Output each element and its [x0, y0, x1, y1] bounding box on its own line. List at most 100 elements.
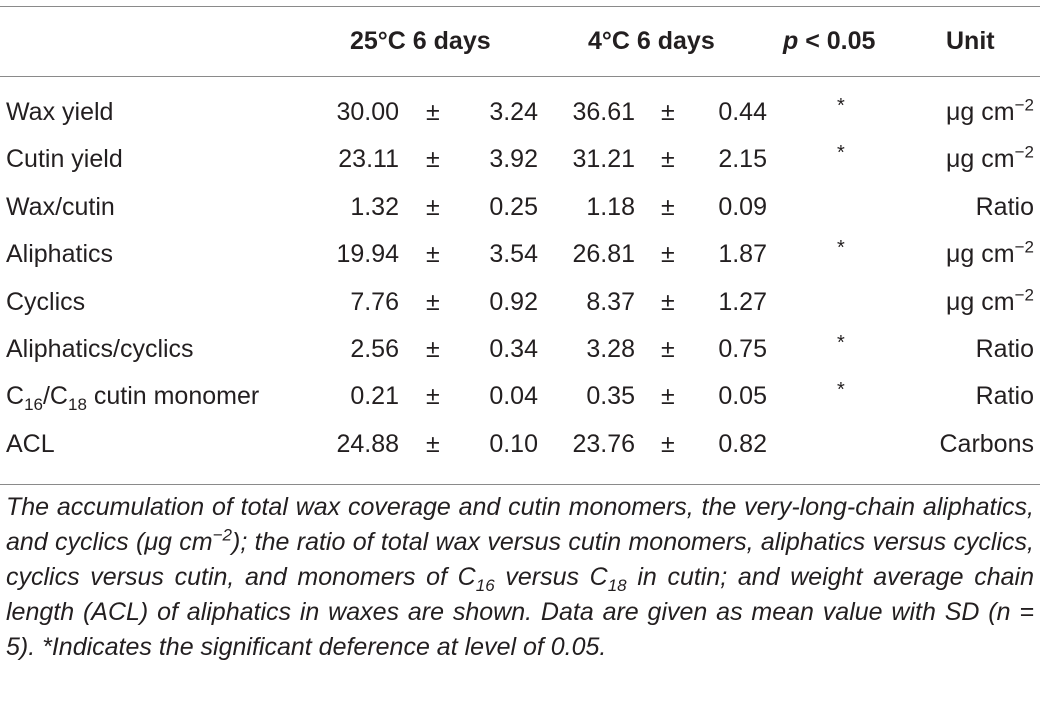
- table-row: Wax/cutin 1.32 ± 0.25 1.18 ± 0.09 Ratio: [0, 192, 1040, 222]
- row-label: Wax yield: [6, 98, 114, 126]
- sd-4c: 0.05: [718, 382, 767, 410]
- mean-4c: 36.61: [572, 98, 635, 126]
- unit: μg cm−2: [946, 239, 1034, 269]
- header-rule: [0, 76, 1040, 77]
- sd-25c: 0.25: [489, 193, 538, 221]
- unit: μg cm−2: [946, 287, 1034, 317]
- header-unit: Unit: [946, 27, 995, 55]
- significance-mark: *: [837, 95, 845, 117]
- unit: Ratio: [976, 192, 1034, 222]
- sd-4c: 1.27: [718, 288, 767, 316]
- header-p-letter: p: [783, 27, 799, 55]
- header-p-threshold: < 0.05: [798, 27, 876, 55]
- plus-minus: ±: [426, 335, 440, 363]
- unit-base: Ratio: [975, 193, 1034, 221]
- mean-4c: 1.18: [586, 193, 635, 221]
- unit-exponent: −2: [1014, 237, 1034, 257]
- plus-minus: ±: [661, 193, 675, 221]
- sd-4c: 1.87: [718, 240, 767, 268]
- mean-25c: 24.88: [336, 430, 399, 458]
- unit: Ratio: [976, 334, 1034, 364]
- unit-base: μg cm: [946, 98, 1015, 126]
- caption-part-1: The accumulation of total wax coverage a…: [6, 493, 1034, 556]
- unit: μg cm−2: [946, 97, 1034, 127]
- row-label: ACL: [6, 430, 55, 458]
- caption-subscript-18: 18: [607, 576, 627, 595]
- plus-minus: ±: [661, 145, 675, 173]
- plus-minus: ±: [426, 288, 440, 316]
- mean-4c: 0.35: [586, 382, 635, 410]
- mean-25c: 30.00: [336, 98, 399, 126]
- sd-4c: 0.44: [718, 98, 767, 126]
- plus-minus: ±: [661, 98, 675, 126]
- header-4c-6-days: 4°C 6 days: [588, 27, 715, 55]
- caption-exponent: −2: [212, 525, 233, 545]
- unit-exponent: −2: [1014, 285, 1034, 305]
- sd-25c: 0.92: [489, 288, 538, 316]
- row-label: Aliphatics/cyclics: [6, 335, 194, 363]
- mean-4c: 31.21: [572, 145, 635, 173]
- row-label: Wax/cutin: [6, 193, 115, 221]
- table-row: C16/C18 cutin monomer 0.21 ± 0.04 0.35 ±…: [0, 379, 1040, 414]
- table-row: Wax yield 30.00 ± 3.24 36.61 ± 0.44 * μg…: [0, 95, 1040, 127]
- sd-25c: 3.54: [489, 240, 538, 268]
- plus-minus: ±: [661, 382, 675, 410]
- row-label-slash-c: /C: [42, 382, 68, 410]
- plus-minus: ±: [426, 193, 440, 221]
- top-rule: [0, 6, 1040, 7]
- bottom-rule: [0, 484, 1040, 485]
- plus-minus: ±: [426, 240, 440, 268]
- table-row: Aliphatics 19.94 ± 3.54 26.81 ± 1.87 * μ…: [0, 237, 1040, 269]
- mean-25c: 0.21: [350, 382, 399, 410]
- table-row: Cyclics 7.76 ± 0.92 8.37 ± 1.27 μg cm−2: [0, 287, 1040, 317]
- sd-25c: 0.04: [489, 382, 538, 410]
- sd-4c: 0.82: [718, 430, 767, 458]
- significance-mark: *: [837, 379, 845, 401]
- sd-25c: 0.10: [489, 430, 538, 458]
- unit-exponent: −2: [1014, 142, 1034, 162]
- plus-minus: ±: [426, 98, 440, 126]
- table-row: Cutin yield 23.11 ± 3.92 31.21 ± 2.15 * …: [0, 142, 1040, 174]
- header-p-value: p < 0.05: [783, 26, 875, 56]
- sd-25c: 3.24: [489, 98, 538, 126]
- mean-25c: 2.56: [350, 335, 399, 363]
- caption-subscript-16: 16: [475, 576, 495, 595]
- mean-4c: 26.81: [572, 240, 635, 268]
- mean-25c: 1.32: [350, 193, 399, 221]
- mean-25c: 23.11: [338, 145, 399, 173]
- unit-base: Ratio: [975, 382, 1034, 410]
- plus-minus: ±: [661, 335, 675, 363]
- unit-base: Carbons: [939, 430, 1035, 458]
- sd-25c: 0.34: [489, 335, 538, 363]
- unit: Ratio: [976, 381, 1034, 411]
- plus-minus: ±: [661, 430, 675, 458]
- plus-minus: ±: [426, 145, 440, 173]
- unit-exponent: −2: [1014, 95, 1034, 115]
- header-25c-6-days: 25°C 6 days: [350, 27, 491, 55]
- sd-4c: 2.15: [718, 145, 767, 173]
- row-label: Cutin yield: [6, 145, 123, 173]
- plus-minus: ±: [661, 288, 675, 316]
- significance-mark: *: [837, 332, 845, 354]
- sd-4c: 0.09: [718, 193, 767, 221]
- unit: Carbons: [940, 429, 1035, 459]
- mean-25c: 19.94: [336, 240, 399, 268]
- row-label-c: C: [6, 382, 25, 410]
- table-row: ACL 24.88 ± 0.10 23.76 ± 0.82 Carbons: [0, 429, 1040, 459]
- unit-base: μg cm: [946, 288, 1015, 316]
- row-label-rest: cutin monomer: [86, 382, 260, 410]
- plus-minus: ±: [426, 382, 440, 410]
- significance-mark: *: [837, 237, 845, 259]
- subscript-18: 18: [67, 395, 87, 414]
- sd-4c: 0.75: [718, 335, 767, 363]
- significance-mark: *: [837, 142, 845, 164]
- table-row: Aliphatics/cyclics 2.56 ± 0.34 3.28 ± 0.…: [0, 332, 1040, 364]
- caption-part-3: versus C: [494, 563, 608, 591]
- mean-4c: 23.76: [572, 430, 635, 458]
- mean-25c: 7.76: [350, 288, 399, 316]
- caption-part-4: in cutin; and weight average chain lengt…: [6, 563, 1034, 661]
- row-label: C16/C18 cutin monomer: [6, 381, 260, 414]
- sd-25c: 3.92: [489, 145, 538, 173]
- table-caption: The accumulation of total wax coverage a…: [6, 490, 1034, 665]
